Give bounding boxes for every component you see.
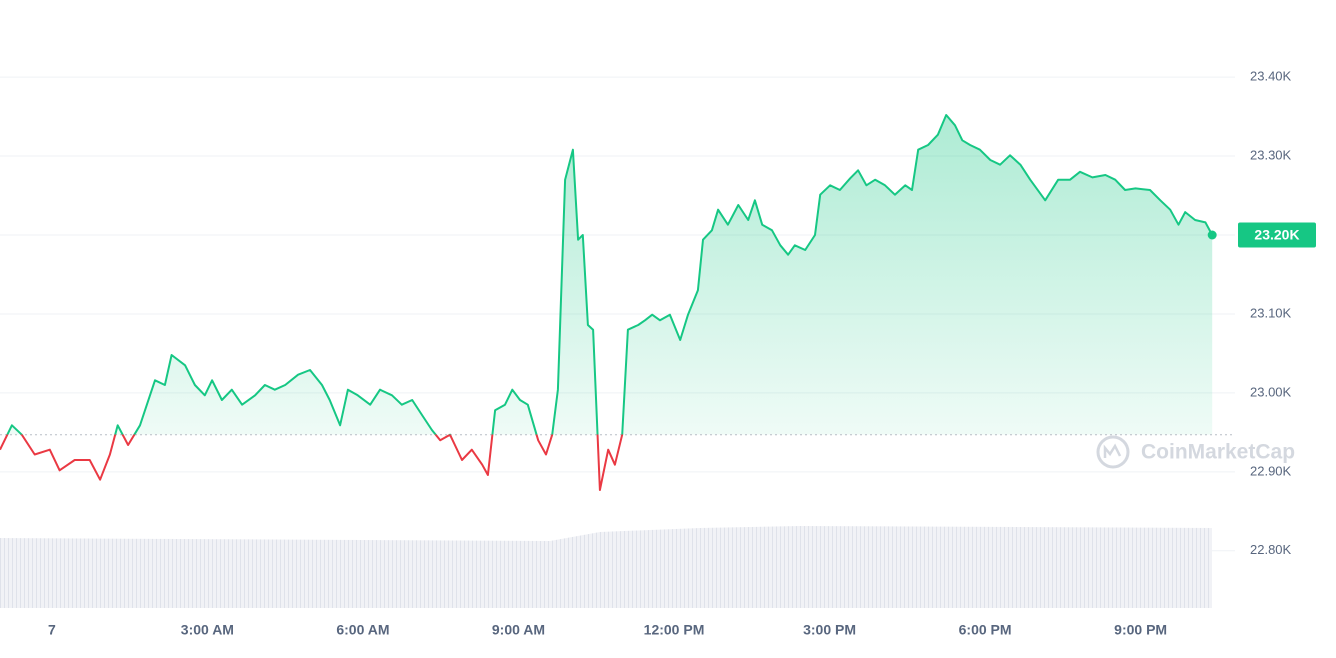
x-tick-label: 7 <box>48 622 56 638</box>
y-tick-label: 23.40K <box>1250 69 1292 84</box>
watermark-text: CoinMarketCap <box>1141 441 1295 464</box>
volume-bars <box>0 526 1212 608</box>
current-price-label: 23.20K <box>1254 227 1299 243</box>
x-tick-label: 6:00 PM <box>959 622 1012 638</box>
x-tick-label: 3:00 PM <box>803 622 856 638</box>
x-tick-label: 9:00 AM <box>492 622 545 638</box>
price-line <box>0 114 1214 491</box>
price-area <box>7 115 1213 435</box>
x-tick-label: 12:00 PM <box>644 622 705 638</box>
x-tick-label: 9:00 PM <box>1114 622 1167 638</box>
y-tick-label: 23.00K <box>1250 384 1292 399</box>
y-tick-label: 23.10K <box>1250 305 1292 320</box>
y-tick-label: 23.30K <box>1250 147 1292 162</box>
watermark: CoinMarketCap <box>1096 435 1295 469</box>
y-tick-label: 22.90K <box>1250 463 1292 478</box>
current-price-tag <box>1238 222 1316 248</box>
x-tick-label: 3:00 AM <box>181 622 234 638</box>
y-tick-label: 22.80K <box>1250 542 1292 557</box>
last-point <box>1207 230 1217 240</box>
x-tick-label: 6:00 AM <box>336 622 389 638</box>
